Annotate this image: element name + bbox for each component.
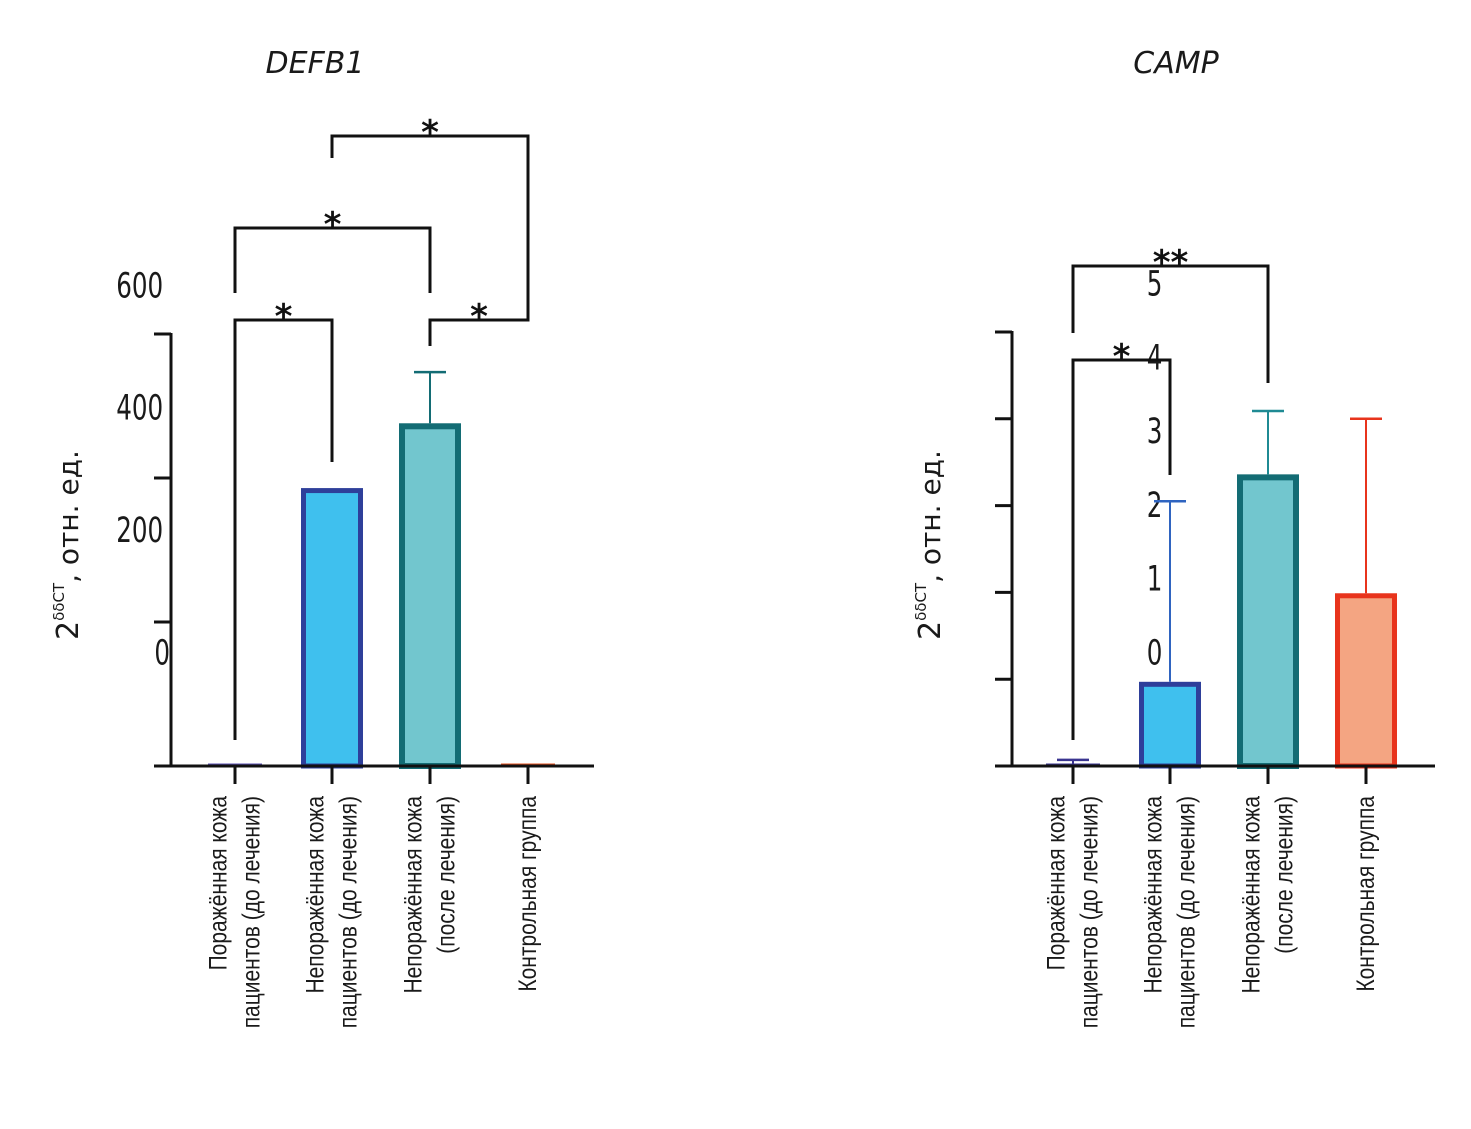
significance-label: * (421, 113, 439, 153)
y-tick-label: 2 (1147, 486, 1163, 526)
bar (301, 488, 363, 769)
y-tick-label: 400 (116, 389, 163, 429)
y-axis-label-base: 2 (913, 621, 948, 640)
y-tick-label: 5 (1147, 265, 1163, 305)
significance-brackets: * * * * (233, 113, 530, 740)
significance-label: * (324, 205, 342, 245)
significance-bracket (428, 293, 530, 346)
x-tick-label: Непоражённая кожа (1139, 796, 1167, 994)
significance-bracket (330, 134, 530, 293)
x-tick-label: пациентов (до лечения) (237, 796, 265, 1028)
y-axis-label-rest: , отн. ед. (914, 450, 947, 583)
y-axis-label-rest: , отн. ед. (52, 450, 85, 583)
significance-bracket (233, 318, 334, 740)
defb1-chart: DEFB1 2δδCT, отн. ед. 0 200 400 600 * * * * По… (50, 46, 594, 1028)
significance-label: * (470, 297, 488, 337)
y-tick-label: 200 (116, 511, 163, 551)
x-tick-label: (после лечения) (1270, 796, 1298, 954)
axes (1010, 331, 1435, 784)
bar (1237, 474, 1299, 769)
significance-label: ** (1153, 243, 1189, 283)
y-tick-label: 0 (1147, 633, 1163, 673)
y-tick-label: 1 (1147, 560, 1163, 600)
significance-label: * (275, 297, 293, 337)
y-axis-label-sup: δδCT (912, 582, 930, 621)
x-tick-label: пациентов (до лечения) (1075, 796, 1103, 1028)
bar (1139, 681, 1201, 769)
chart-title: CAMP (1133, 46, 1219, 81)
y-ticks: 0 1 2 3 4 5 (995, 265, 1163, 768)
x-tick-label: (после лечения) (432, 796, 460, 954)
x-tick-label: Непоражённая кожа (1237, 796, 1265, 994)
y-axis-label-base: 2 (51, 621, 86, 640)
chart-title: DEFB1 (266, 46, 365, 81)
significance-bracket (233, 226, 432, 293)
x-tick-label: пациентов (до лечения) (334, 796, 362, 1028)
significance-brackets: *** (1071, 243, 1270, 740)
bars (1046, 409, 1397, 769)
bars (208, 370, 555, 769)
significance-bracket (1071, 358, 1172, 740)
x-tick-label: Непоражённая кожа (301, 796, 329, 994)
x-tick-label: пациентов (до лечения) (1172, 796, 1200, 1028)
x-tick-labels: Поражённая кожа пациентов (до лечения) Неп… (1042, 796, 1380, 1029)
y-axis-label: 2δδCT, отн. ед. (912, 450, 948, 640)
bar (1335, 593, 1397, 769)
x-tick-label: Контрольная группа (1351, 796, 1379, 992)
significance-bracket (1071, 264, 1270, 383)
axes (169, 333, 594, 784)
y-tick-label: 3 (1147, 412, 1163, 452)
x-tick-label: Поражённая кожа (1042, 796, 1070, 971)
y-axis-label: 2δδCT, отн. ед. (50, 450, 86, 640)
x-tick-label: Контрольная группа (513, 796, 541, 992)
y-ticks: 0 200 400 600 (116, 266, 171, 768)
significance-label: * (1113, 337, 1131, 377)
y-tick-label: 600 (116, 266, 163, 306)
x-tick-labels: Поражённая кожа пациентов (до лечения) Неп… (204, 796, 542, 1029)
bar (399, 423, 461, 769)
y-tick-label: 4 (1147, 338, 1163, 378)
x-tick-label: Поражённая кожа (204, 796, 232, 971)
x-tick-label: Непоражённая кожа (399, 796, 427, 994)
y-axis-label-sup: δδCT (50, 582, 68, 621)
y-tick-label: 0 (154, 633, 170, 673)
